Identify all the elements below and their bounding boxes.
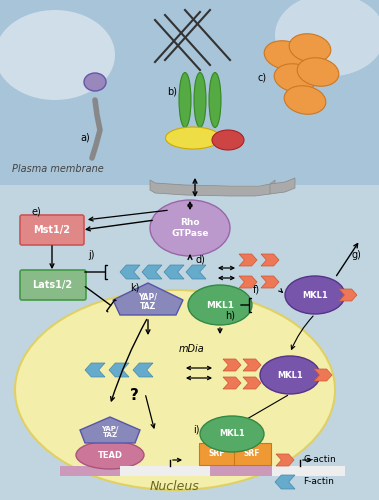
Polygon shape [239,254,257,266]
Polygon shape [80,417,140,443]
Ellipse shape [297,58,339,86]
Text: Rho
GTPase: Rho GTPase [171,218,209,238]
Text: Lats1/2: Lats1/2 [32,280,72,290]
Polygon shape [243,359,261,371]
Polygon shape [120,265,140,279]
Polygon shape [270,178,295,194]
Text: d): d) [195,254,205,264]
Polygon shape [223,377,241,389]
Polygon shape [261,276,279,288]
Polygon shape [186,265,206,279]
Text: ?: ? [130,388,139,403]
Ellipse shape [76,441,144,469]
Ellipse shape [166,127,221,149]
Ellipse shape [275,0,379,76]
Ellipse shape [179,72,191,128]
Ellipse shape [285,276,345,314]
Text: MKL1: MKL1 [277,370,303,380]
Ellipse shape [0,10,115,100]
Polygon shape [150,180,275,196]
Polygon shape [239,276,257,288]
Text: b): b) [167,87,177,97]
Ellipse shape [200,416,264,452]
Bar [60,466,210,476]
Polygon shape [339,289,357,301]
Ellipse shape [150,200,230,256]
Text: MKL1: MKL1 [206,300,234,310]
Text: YAP/
TAZ: YAP/ TAZ [101,426,119,438]
Ellipse shape [212,130,244,150]
Ellipse shape [209,72,221,128]
Polygon shape [223,359,241,371]
FancyBboxPatch shape [20,215,84,245]
Ellipse shape [188,285,252,325]
Polygon shape [85,363,105,377]
Polygon shape [113,283,183,315]
Bar [120,466,210,476]
Polygon shape [109,363,129,377]
Ellipse shape [194,72,206,128]
Polygon shape [133,363,153,377]
Polygon shape [164,265,184,279]
Bar [0,185,379,500]
FancyBboxPatch shape [199,443,236,465]
FancyBboxPatch shape [20,270,86,300]
Text: j): j) [88,250,94,260]
Text: e): e) [32,207,42,217]
Text: YAP/
TAZ: YAP/ TAZ [138,292,158,312]
Text: f): f) [253,285,260,295]
Text: i): i) [193,425,199,435]
Polygon shape [142,265,162,279]
Text: SRF: SRF [209,450,225,458]
Text: F-actin: F-actin [303,478,334,486]
Bar [195,466,345,476]
Bar [0,0,379,185]
Ellipse shape [260,356,320,394]
Polygon shape [243,377,261,389]
Text: h): h) [225,310,235,320]
Text: Plasma membrane: Plasma membrane [12,164,104,174]
Text: TEAD: TEAD [97,450,122,460]
Ellipse shape [15,290,335,490]
Ellipse shape [264,40,306,70]
Ellipse shape [84,73,106,91]
Text: G-actin: G-actin [303,456,336,464]
Text: Nucleus: Nucleus [150,480,200,494]
Bar [272,466,345,476]
Text: SRF: SRF [244,450,260,458]
Text: c): c) [258,72,267,82]
Text: g): g) [352,250,362,260]
Ellipse shape [284,86,326,114]
Ellipse shape [274,64,316,92]
Polygon shape [314,369,332,381]
Polygon shape [261,254,279,266]
Polygon shape [275,475,295,489]
Text: Mst1/2: Mst1/2 [33,225,70,235]
Polygon shape [276,454,294,466]
Text: MKL1: MKL1 [302,290,328,300]
Text: mDia: mDia [179,344,205,354]
Text: a): a) [80,132,90,142]
Ellipse shape [289,34,331,62]
Text: MKL1: MKL1 [219,430,245,438]
Text: k): k) [130,282,139,292]
FancyBboxPatch shape [234,443,271,465]
